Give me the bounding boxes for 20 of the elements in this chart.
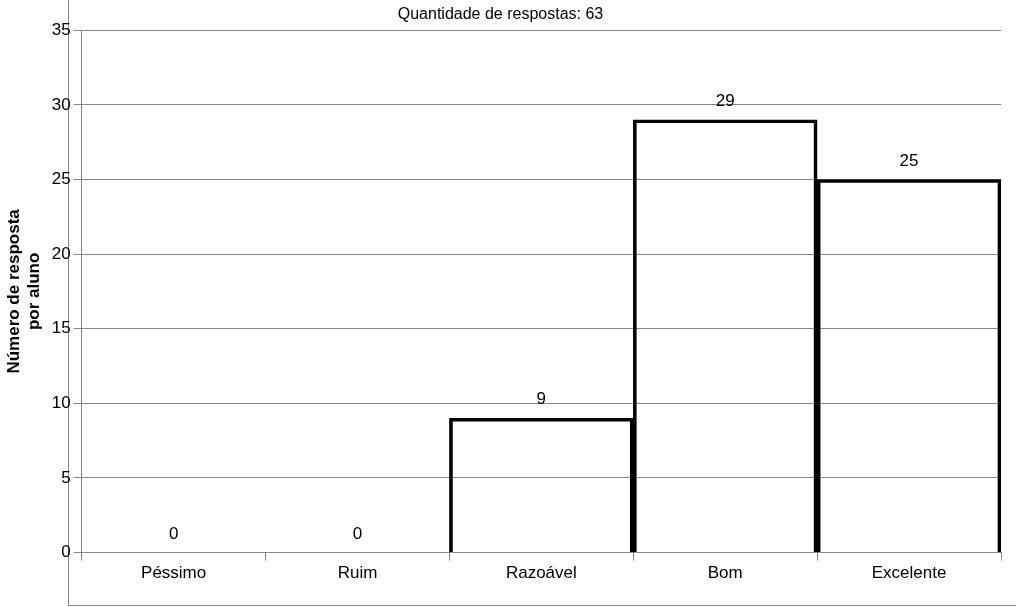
- y-axis-title: Número de resposta por aluno: [3, 208, 44, 374]
- y-tick-label: 30: [51, 94, 71, 114]
- x-tick-label: Péssimo: [141, 563, 207, 583]
- y-tick-label: 15: [51, 318, 71, 338]
- data-label: 0: [352, 523, 363, 543]
- x-tick-label: Bom: [707, 563, 743, 583]
- x-tick-label: Excelente: [871, 563, 947, 583]
- x-tick-label: Ruim: [337, 563, 378, 583]
- y-tick-label: 0: [61, 542, 71, 562]
- data-label: 29: [715, 90, 735, 110]
- data-label: 25: [899, 150, 919, 170]
- x-tick-label: Razoável: [505, 563, 577, 583]
- y-tick-label: 20: [51, 243, 71, 263]
- y-tick-label: 25: [51, 169, 71, 189]
- data-label: 9: [536, 389, 547, 409]
- y-tick-label: 5: [61, 467, 71, 487]
- chart-title: Quantidade de respostas: 63: [397, 5, 604, 23]
- y-tick-label: 10: [51, 393, 71, 413]
- data-label: 0: [168, 523, 179, 543]
- y-tick-label: 35: [51, 19, 71, 39]
